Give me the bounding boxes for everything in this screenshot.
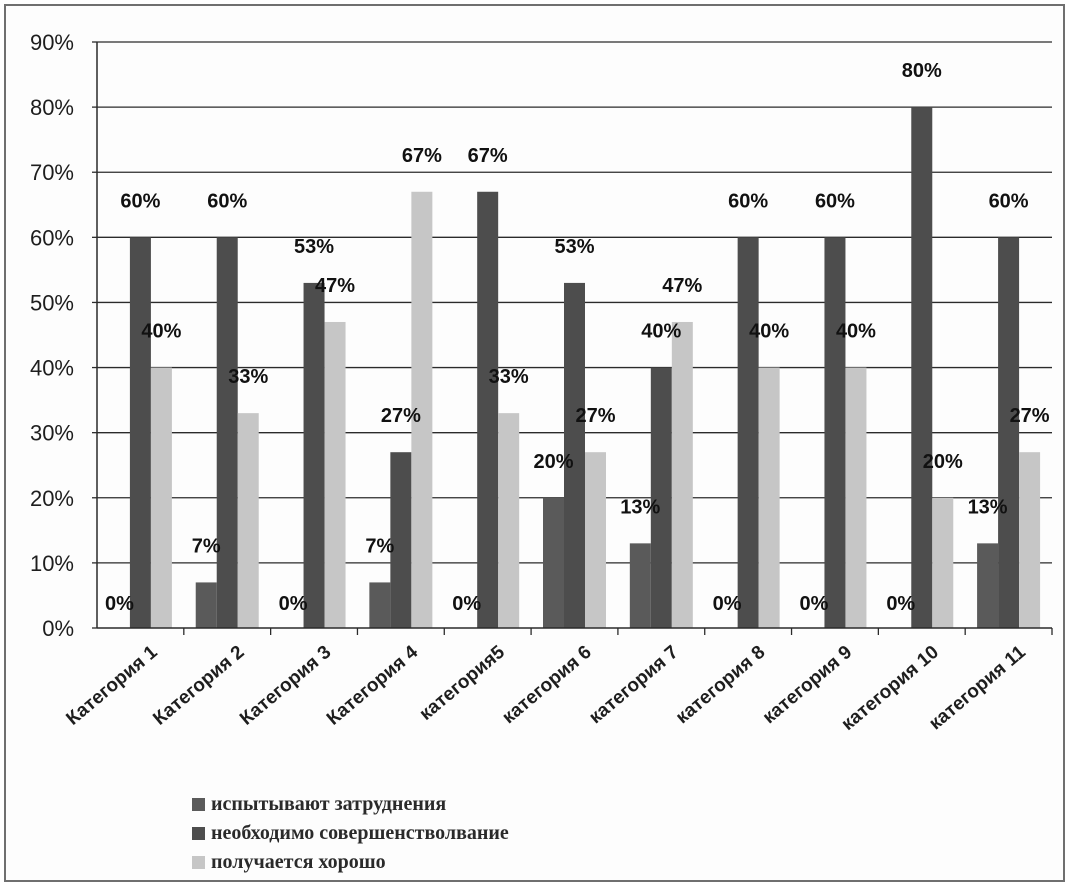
bar	[585, 452, 606, 628]
bar	[477, 191, 499, 628]
bar	[1019, 452, 1041, 628]
bar	[629, 543, 651, 628]
data-label: 0%	[800, 593, 829, 615]
y-tick-label: 10%	[30, 551, 74, 576]
bar	[737, 237, 759, 629]
bar	[845, 367, 867, 628]
data-label: 20%	[923, 451, 963, 473]
bar	[216, 237, 238, 629]
data-label: 47%	[662, 275, 702, 297]
data-label: 33%	[489, 366, 529, 388]
y-tick-label: 40%	[30, 356, 74, 381]
x-tick-label: категория5	[416, 641, 510, 724]
data-label: 27%	[575, 405, 615, 427]
value-labels: 0% 60% 40% 7% 60% 33% 0% 53% 47% 7% 27% 67% 0% 67% 33%…	[105, 60, 1050, 615]
data-label: 13%	[968, 496, 1008, 518]
y-tick-label: 80%	[30, 95, 74, 120]
bar	[129, 237, 151, 629]
data-label: 40%	[641, 321, 681, 343]
data-label: 0%	[105, 593, 134, 615]
bar-chart: 0% 10% 20% 30% 40% 50% 60% 70% 80% 90% 0% 60% 40% 7%…	[30, 30, 1053, 735]
bars	[129, 107, 1041, 629]
data-label: 27%	[1010, 405, 1050, 427]
bar	[324, 321, 346, 628]
bar	[564, 282, 585, 628]
y-tick-label: 60%	[30, 225, 74, 250]
data-label: 67%	[402, 145, 442, 167]
data-label: 67%	[468, 145, 508, 167]
bar	[932, 497, 954, 628]
y-tick-label: 30%	[30, 421, 74, 446]
legend-label: необходимо совершенстволвание	[211, 822, 509, 844]
x-tick-label: Категория 2	[149, 642, 248, 730]
bar	[998, 237, 1020, 629]
data-label: 47%	[315, 275, 355, 297]
y-tick-label: 20%	[30, 486, 74, 511]
x-tick-label: Категория 3	[236, 642, 335, 730]
data-label: 60%	[728, 190, 768, 212]
data-label: 60%	[815, 190, 855, 212]
data-label: 40%	[141, 321, 181, 343]
data-label: 7%	[192, 535, 221, 557]
y-tick-label: 70%	[30, 160, 74, 185]
y-tick-label: 0%	[42, 616, 74, 641]
bar	[650, 367, 672, 628]
y-axis: 0% 10% 20% 30% 40% 50% 60% 70% 80% 90%	[30, 30, 98, 641]
bar	[671, 321, 693, 628]
x-tick-label: Категория 1	[63, 641, 162, 729]
chart-frame	[4, 4, 1065, 882]
bar	[369, 582, 391, 628]
bar	[977, 543, 999, 628]
data-label: 53%	[294, 236, 334, 258]
bar	[303, 282, 325, 628]
bar	[390, 452, 412, 628]
data-label: 40%	[749, 321, 789, 343]
data-label: 0%	[713, 593, 742, 615]
data-label: 60%	[207, 190, 247, 212]
data-label: 0%	[279, 593, 308, 615]
bar	[498, 413, 520, 628]
data-label: 60%	[989, 190, 1029, 212]
legend-swatch	[192, 798, 205, 811]
legend-label: испытывают затруднения	[211, 793, 447, 815]
data-label: 7%	[365, 535, 394, 557]
bar	[411, 191, 433, 628]
x-tick-label: категория 6	[498, 642, 595, 728]
data-label: 0%	[452, 593, 481, 615]
bar	[543, 497, 564, 628]
data-label: 27%	[381, 405, 421, 427]
data-label: 80%	[902, 60, 942, 82]
data-label: 33%	[228, 366, 268, 388]
legend-item: получается хорошо	[192, 848, 509, 877]
legend: испытывают затруднения необходимо соверш…	[192, 790, 509, 877]
data-label: 53%	[554, 236, 594, 258]
legend-label: получается хорошо	[211, 851, 386, 873]
x-tick-label: категория 7	[585, 642, 682, 728]
bar	[824, 237, 846, 629]
y-tick-label: 50%	[30, 290, 74, 315]
bar	[758, 367, 780, 628]
data-label: 60%	[120, 190, 160, 212]
y-tick-label: 90%	[30, 30, 74, 55]
legend-item: испытывают затруднения	[192, 790, 509, 819]
x-tick-label: Категория 4	[323, 641, 422, 729]
data-label: 13%	[620, 496, 660, 518]
data-label: 40%	[836, 321, 876, 343]
bar	[237, 413, 259, 628]
bar	[150, 367, 172, 628]
bar	[911, 107, 933, 629]
legend-swatch	[192, 856, 205, 869]
legend-item: необходимо совершенстволвание	[192, 819, 509, 848]
data-label: 0%	[886, 593, 915, 615]
bar	[195, 582, 217, 628]
legend-swatch	[192, 827, 205, 840]
x-tick-label: категория 8	[672, 642, 769, 728]
data-label: 20%	[533, 451, 573, 473]
